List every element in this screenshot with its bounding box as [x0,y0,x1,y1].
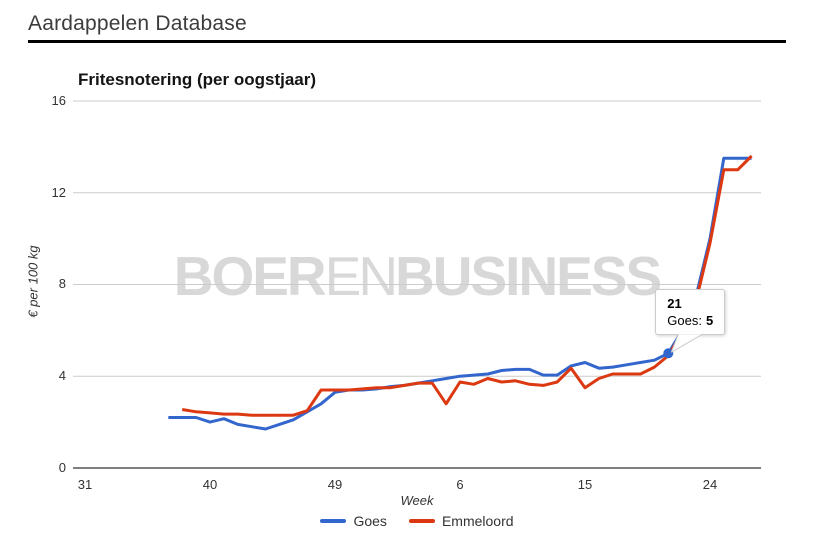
watermark-part-business: BUSINESS [395,245,662,307]
x-axis-title: Week [400,493,434,508]
y-tick-label: 8 [58,276,66,292]
legend-swatch-goes [320,519,347,523]
x-tick-label: 31 [77,477,93,492]
watermark-part-boer: BOER [173,245,327,307]
page-title: Aardappelen Database [28,12,247,35]
series-line-emmeloord[interactable] [181,154,753,417]
tooltip-value: 5 [705,313,714,329]
tooltip-week-label: 21 [667,296,682,312]
legend-item-goes[interactable]: Goes [320,513,387,529]
chart-legend: Goes Emmeloord [73,513,761,529]
y-tick-label: 0 [58,460,66,475]
chart-title: Fritesnotering (per oogstjaar) [78,70,317,89]
watermark: BOERENBUSINESS [73,244,761,308]
legend-swatch-emmeloord [408,519,435,523]
x-tick-label: 15 [577,477,593,492]
x-tick-label: 40 [202,477,218,492]
chart-tooltip: 21 Goes: 5 [655,289,726,336]
y-tick-label: 12 [51,184,66,200]
highlighted-data-point[interactable] [663,348,674,359]
tooltip-value-row: Goes: 5 [667,312,713,329]
watermark-part-en: EN [324,245,398,307]
legend-label: Goes [353,513,387,529]
y-tick-label: 16 [51,92,66,108]
x-tick-label: 6 [456,477,464,492]
legend-item-emmeloord[interactable]: Emmeloord [408,513,514,529]
tooltip-series-label: Goes: [667,313,702,329]
y-axis-title: € per 100 kg [25,245,41,318]
x-tick-label: 49 [327,477,343,492]
header-underline [28,40,786,43]
legend-label: Emmeloord [441,513,514,529]
series-line-goes[interactable] [168,156,752,431]
y-tick-label: 4 [58,368,66,384]
x-tick-label: 24 [702,477,718,492]
